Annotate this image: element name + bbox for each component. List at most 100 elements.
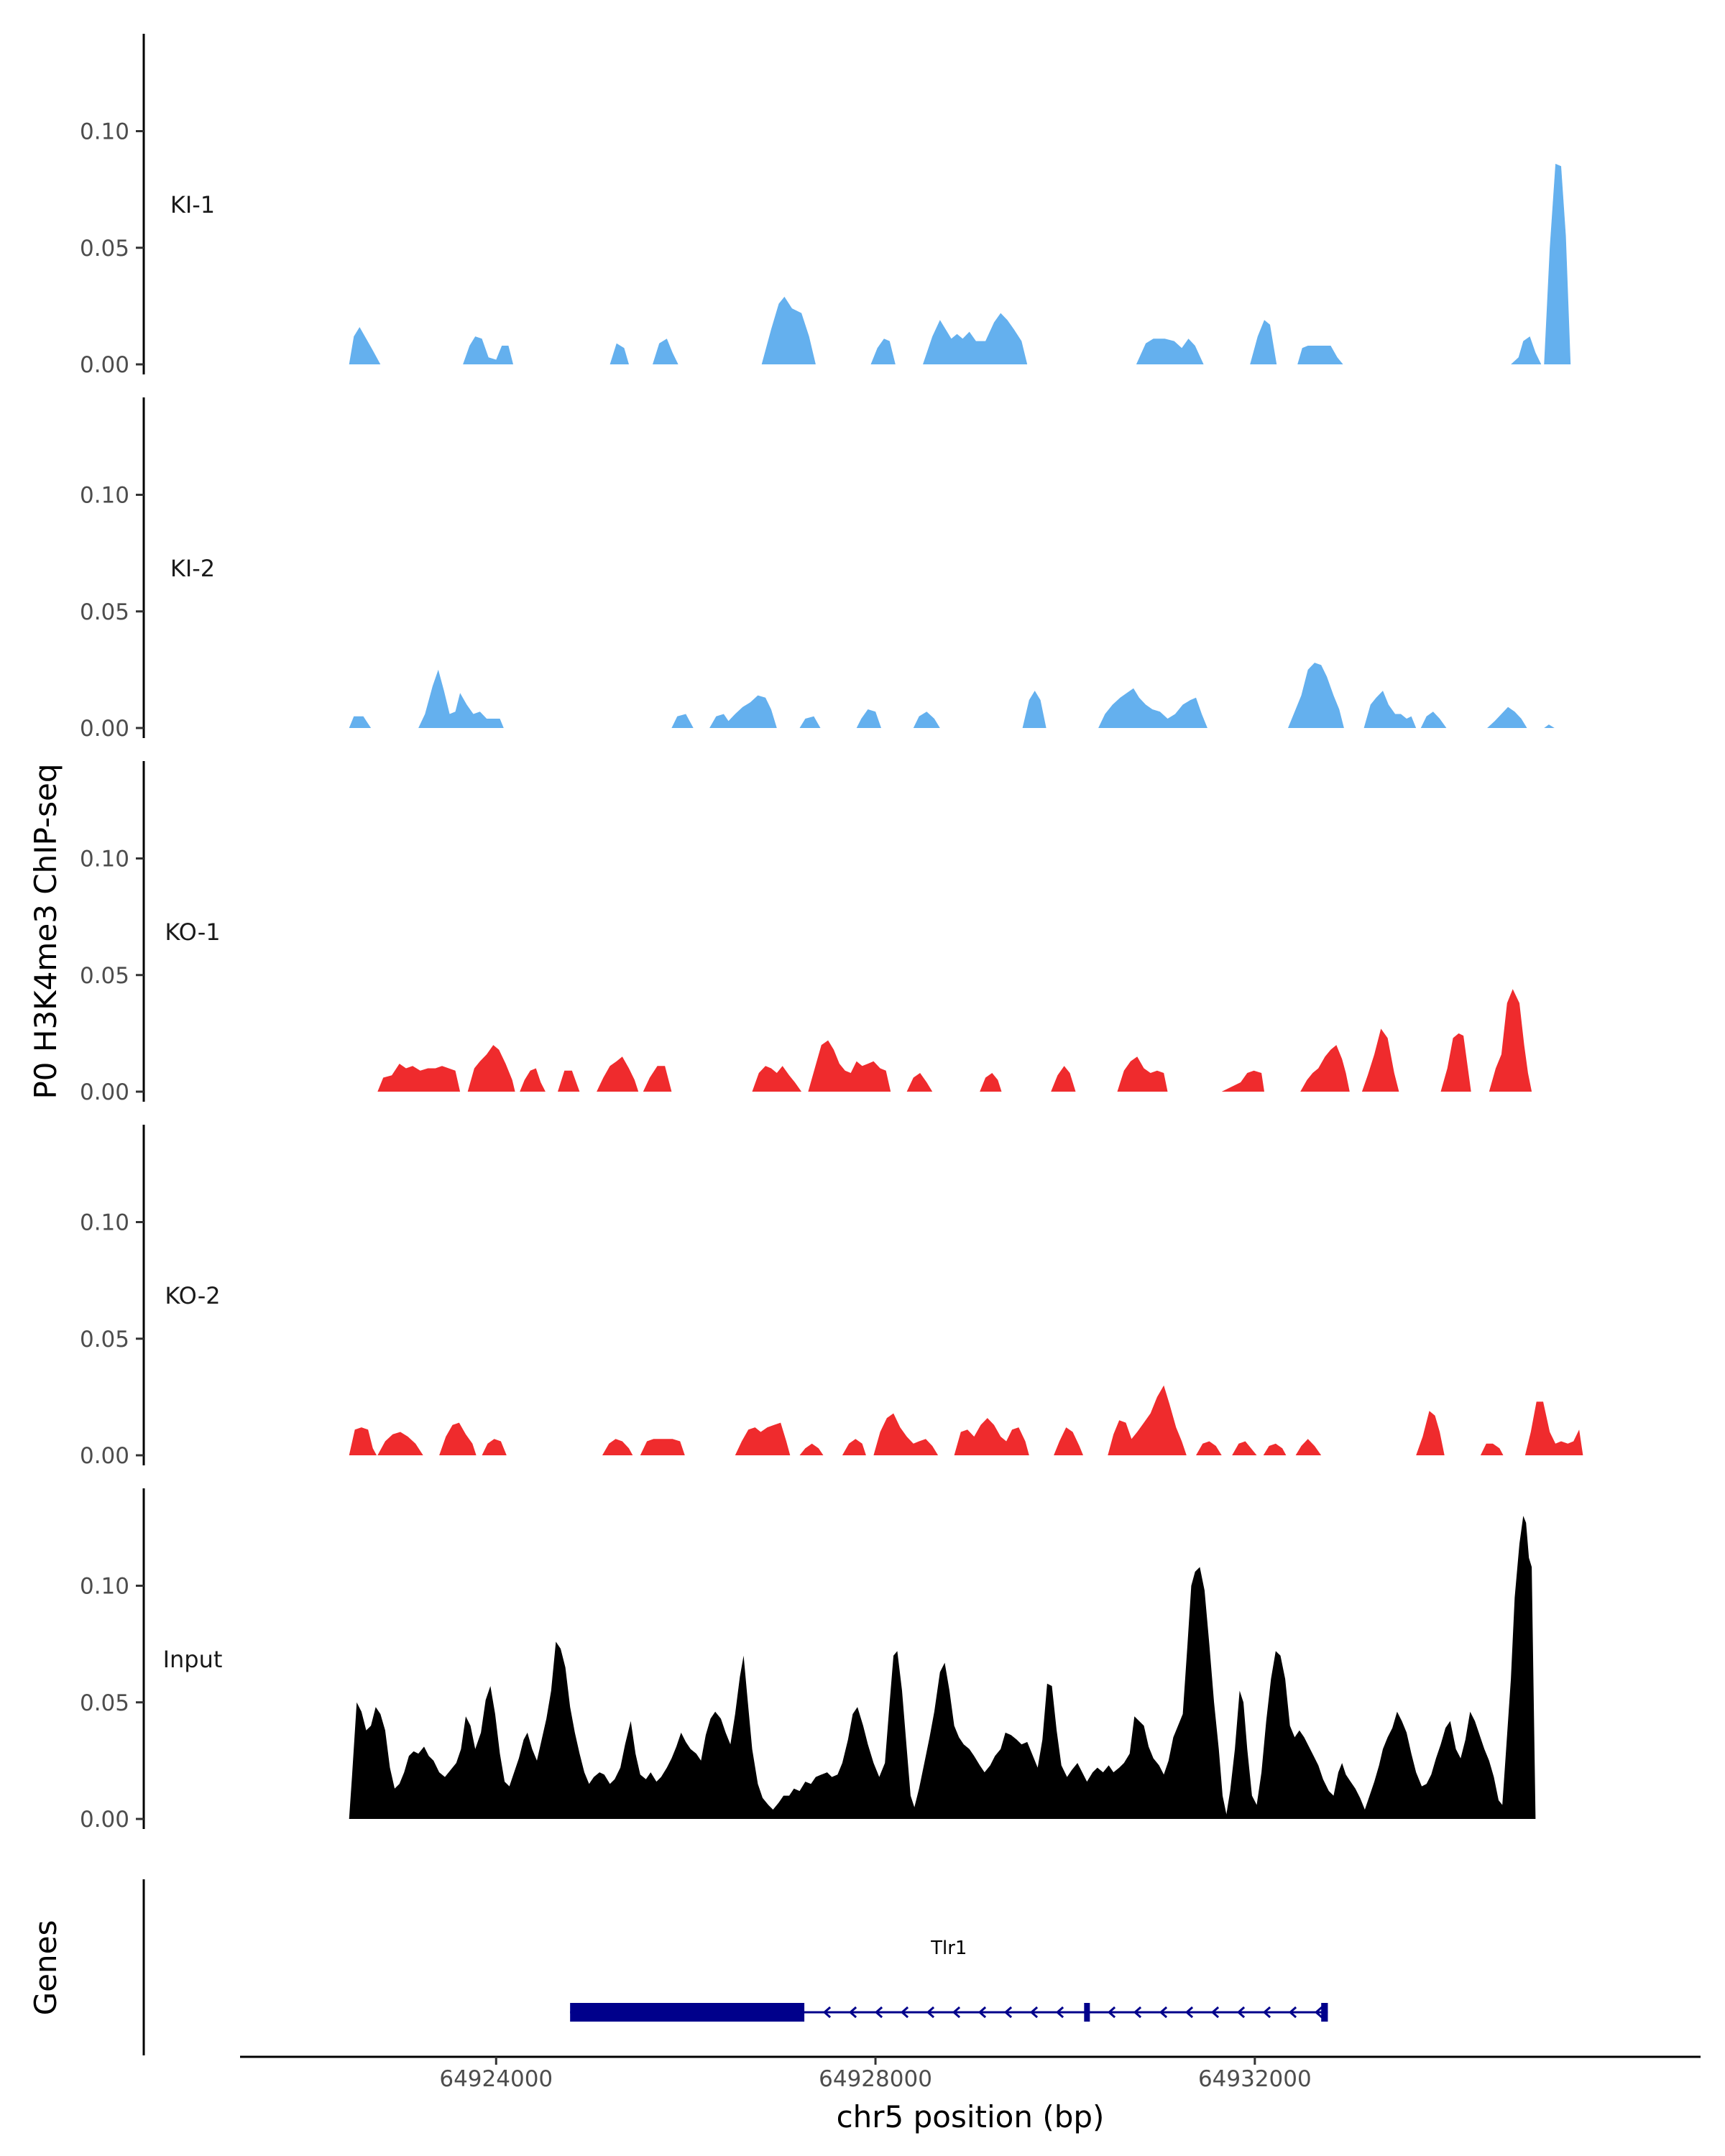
track-ki-2-peak — [709, 695, 777, 728]
track-ko-2-peak — [1480, 1443, 1504, 1455]
track-ko-2-peak — [842, 1439, 866, 1455]
track-ko-2-peak — [1295, 1439, 1322, 1455]
gene-strand-chevron — [952, 2006, 961, 2019]
gene-strand-chevron — [926, 2006, 935, 2019]
track-ki-1-peak — [1250, 320, 1277, 364]
track-ki-2-label: KI-2 — [170, 555, 215, 582]
track-ki-2-peak — [1098, 688, 1208, 728]
track-ko-2-peak — [1263, 1443, 1287, 1455]
x-axis: 64924000 64928000 64932000 chr5 position (… — [240, 2055, 1701, 2134]
track-ko-2-peak — [1108, 1385, 1187, 1455]
y-tick-label: 0.00 — [80, 1807, 129, 1833]
gene-strand-chevron — [1262, 2006, 1271, 2019]
track-ko-1-peak — [980, 1073, 1002, 1092]
track-ko-2-peak — [1054, 1427, 1083, 1455]
track-ko-1-peak — [1051, 1066, 1076, 1092]
track-ko-1: 0.00 0.05 0.10 KO-1 — [80, 761, 1532, 1105]
gene-strand-chevron — [978, 2006, 987, 2019]
track-ko-2-peak — [1232, 1441, 1257, 1455]
track-ki-2-peak — [1288, 663, 1344, 728]
track-ki-2-peak — [799, 716, 821, 728]
y-tick-label: 0.10 — [80, 119, 129, 145]
gene-name-label: Tlr1 — [930, 1938, 967, 1959]
track-ki-2-peak — [1022, 691, 1046, 728]
track-input: 0.00 0.05 0.10 Input — [80, 1488, 1536, 1833]
track-ki-1-peak — [870, 338, 896, 364]
x-tick-label: 64932000 — [1198, 2066, 1312, 2092]
track-ko-1-peak — [377, 1064, 461, 1092]
gene-strand-chevron — [1314, 2006, 1323, 2019]
track-ko-1-peak — [558, 1070, 580, 1092]
gene-strand-chevron — [1107, 2006, 1116, 2019]
track-ki-2-peak — [671, 714, 694, 728]
track-ki-2-peak — [1544, 724, 1555, 728]
track-ko-1-peak — [467, 1045, 515, 1092]
track-ko-1-peak — [520, 1068, 546, 1092]
track-ki-1-label: KI-1 — [170, 191, 215, 218]
gene-strand-chevron — [1003, 2006, 1013, 2019]
track-ko-2-peak — [1196, 1441, 1222, 1455]
y-tick-label: 0.00 — [80, 1079, 129, 1105]
track-input-label: Input — [163, 1646, 223, 1673]
track-ki-1-peak — [761, 296, 816, 364]
track-ko-2-peak — [602, 1439, 633, 1455]
gene-panel: Genes Tlr1 — [28, 1879, 1328, 2055]
gene-panel-label: Genes — [28, 1920, 63, 2016]
track-ko-2-peak — [377, 1432, 423, 1455]
gene-exon — [570, 2003, 805, 2022]
y-tick-label: 0.05 — [80, 1690, 129, 1716]
track-ko-1-peak — [643, 1066, 672, 1092]
track-ko-2-peak — [482, 1439, 507, 1455]
gene-strand-chevron — [874, 2006, 883, 2019]
x-tick-label: 64928000 — [819, 2066, 932, 2092]
track-ki-2-peak — [1487, 706, 1527, 728]
track-ko-1-peak — [1117, 1056, 1168, 1092]
y-tick-label: 0.00 — [80, 716, 129, 742]
gene-strand-chevron — [1236, 2006, 1246, 2019]
track-ko-2-peak — [799, 1443, 824, 1455]
track-ki-1-peak — [1136, 338, 1204, 364]
gene-exon — [1084, 2003, 1090, 2022]
track-ki-2: 0.00 0.05 0.10 KI-2 — [80, 397, 1555, 742]
gene-strand-chevron — [1184, 2006, 1194, 2019]
y-tick-label: 0.05 — [80, 599, 129, 625]
track-ko-1-peak — [597, 1056, 639, 1092]
gene-strand-chevron — [1055, 2006, 1064, 2019]
track-ki-1-peak — [349, 327, 381, 364]
track-ki-1-peak — [1544, 163, 1571, 364]
track-ki-1-peak — [923, 313, 1028, 364]
track-ko-2-peak — [954, 1418, 1029, 1455]
track-ki-1: 0.00 0.05 0.10 KI-1 — [80, 34, 1571, 378]
y-tick-label: 0.05 — [80, 963, 129, 989]
track-ko-2-peak — [1416, 1411, 1445, 1455]
track-ki-2-peak — [913, 711, 940, 728]
y-tick-label: 0.10 — [80, 483, 129, 509]
track-ko-1-peak — [1361, 1028, 1399, 1092]
track-ko-2-peak — [1524, 1401, 1583, 1455]
gene-exon — [1321, 2003, 1328, 2022]
track-ki-1-peak — [1297, 346, 1343, 364]
gene-strand-chevron — [1288, 2006, 1297, 2019]
x-tick-label: 64924000 — [439, 2066, 553, 2092]
track-ki-2-peak — [1420, 711, 1447, 728]
gene-strand-chevron — [1210, 2006, 1220, 2019]
y-tick-label: 0.00 — [80, 352, 129, 378]
track-ko-1-peak — [1300, 1045, 1350, 1092]
track-ki-1-peak — [610, 343, 629, 364]
y-tick-label: 0.10 — [80, 1574, 129, 1600]
track-ko-1-peak — [1221, 1070, 1264, 1092]
y-tick-label: 0.05 — [80, 236, 129, 262]
y-tick-label: 0.05 — [80, 1327, 129, 1353]
track-input-peak — [349, 1516, 1536, 1819]
track-ko-2: 0.00 0.05 0.10 KO-2 — [80, 1125, 1583, 1469]
coverage-tracks: 0.00 0.05 0.10 KI-1 0.00 0.05 0.10 KI-2 0.00 0.05… — [80, 34, 1583, 1833]
y-axis-title: P0 H3K4me3 ChIP-seq — [28, 763, 63, 1099]
gene-strand-chevron — [1029, 2006, 1039, 2019]
track-ko-1-label: KO-1 — [165, 918, 220, 946]
gene-strand-chevron — [1133, 2006, 1142, 2019]
y-tick-label: 0.00 — [80, 1443, 129, 1469]
gene-strand-chevron — [1159, 2006, 1168, 2019]
gene-strand-chevron — [822, 2006, 832, 2019]
track-ko-1-peak — [1440, 1033, 1471, 1092]
